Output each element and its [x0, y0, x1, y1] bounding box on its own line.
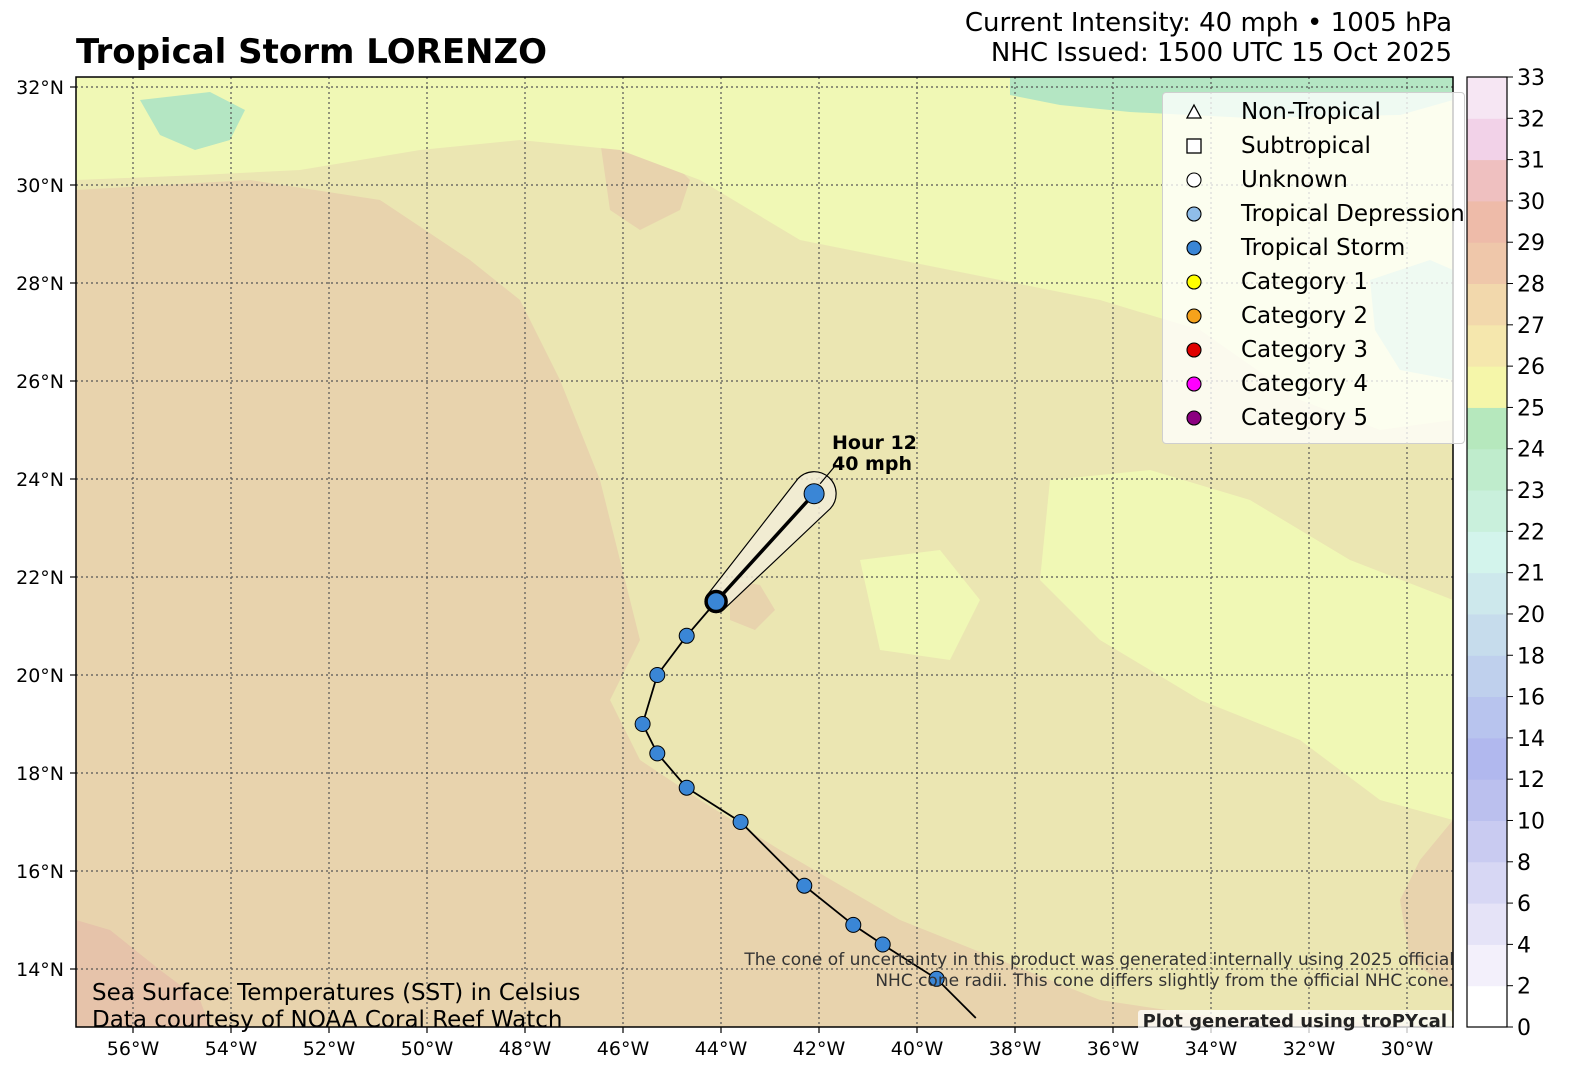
cone-note-line-1: The cone of uncertainty in this product …	[744, 950, 1454, 970]
lon-tick-label: 42°W	[793, 1038, 846, 1060]
circle-marker-icon	[1186, 206, 1202, 222]
track-point	[678, 779, 695, 796]
lat-tick-label: 30°N	[16, 175, 64, 197]
legend-label: Category 3	[1241, 337, 1369, 363]
circle-marker-icon	[1186, 376, 1202, 392]
forecast-track-line	[714, 492, 816, 603]
map-title: Tropical Storm LORENZO	[76, 32, 548, 72]
lat-tick-label: 28°N	[16, 273, 64, 295]
circle-marker-icon	[1186, 342, 1202, 358]
forecast-label-leader	[819, 464, 837, 485]
legend-item: Category 4	[1163, 369, 1463, 399]
track-point	[634, 716, 651, 732]
cone-note-line-2: NHC cone radii. This cone differs slight…	[875, 971, 1454, 991]
circle-marker-icon	[1186, 240, 1202, 256]
sst-note-line-2: Data courtesy of NOAA Coral Reef Watch	[92, 1007, 563, 1033]
legend-item: Category 1	[1163, 267, 1463, 297]
sst-warm-region	[76, 180, 1453, 1027]
track-point	[874, 936, 891, 953]
forecast-position-marker	[803, 483, 825, 505]
header-info: Current Intensity: 40 mph • 1005 hPa NHC…	[965, 8, 1452, 68]
sst-light-region	[860, 550, 980, 660]
legend-label: Unknown	[1241, 167, 1348, 193]
forecast-hour: Hour 12	[832, 432, 917, 454]
legend-item: Subtropical	[1163, 131, 1463, 161]
lon-tick-label: 40°W	[891, 1038, 944, 1060]
legend-item: Category 5	[1163, 403, 1463, 433]
legend-item: Non-Tropical	[1163, 97, 1463, 127]
lon-tick-label: 50°W	[401, 1038, 454, 1060]
lon-tick-label: 32°W	[1283, 1038, 1336, 1060]
lat-tick-label: 14°N	[16, 959, 64, 981]
track-point	[678, 627, 695, 644]
lat-tick-label: 24°N	[16, 469, 64, 491]
map-frame	[75, 76, 1454, 1028]
storm-track	[634, 483, 977, 1019]
circle-marker-icon	[1186, 172, 1202, 188]
legend-label: Subtropical	[1241, 133, 1371, 159]
lon-tick-label: 36°W	[1087, 1038, 1140, 1060]
circle-marker-icon	[1186, 308, 1202, 324]
current-position-marker	[704, 589, 728, 614]
lon-tick-label: 52°W	[303, 1038, 356, 1060]
past-track-line	[641, 600, 977, 1019]
credit-label: Plot generated using troPYcal	[1137, 1010, 1452, 1033]
legend-label: Tropical Storm	[1241, 235, 1406, 261]
legend-label: Tropical Depression	[1241, 201, 1465, 227]
legend-item: Unknown	[1163, 165, 1463, 195]
cone-note: The cone of uncertainty in this product …	[744, 950, 1454, 992]
lon-tick-label: 54°W	[205, 1038, 258, 1060]
legend-item: Category 2	[1163, 301, 1463, 331]
track-point	[845, 916, 862, 933]
lon-tick-label: 30°W	[1381, 1038, 1434, 1060]
track-point	[649, 667, 666, 683]
sst-note-line-1: Sea Surface Temperatures (SST) in Celsiu…	[92, 980, 581, 1006]
legend-item: Tropical Storm	[1163, 233, 1463, 263]
sst-cool-region	[140, 92, 245, 150]
legend-label: Category 4	[1241, 371, 1369, 397]
track-point	[796, 877, 813, 894]
lat-tick-label: 26°N	[16, 371, 64, 393]
forecast-wind: 40 mph	[832, 453, 912, 475]
track-point	[928, 970, 945, 987]
track-point	[649, 745, 666, 762]
intensity-legend: Non-Tropical Subtropical Unknown Tropical D…	[1162, 92, 1465, 444]
sst-light-region	[76, 77, 1453, 430]
graticule	[76, 77, 1453, 1027]
lon-tick-label: 56°W	[107, 1038, 160, 1060]
sst-warm-region	[1400, 820, 1453, 990]
legend-label: Non-Tropical	[1241, 99, 1381, 125]
legend-item: Tropical Depression	[1163, 199, 1465, 229]
latitude-ticks: 14°N 16°N 18°N 20°N 22°N 24°N 26°N 28°N 30°N 32°N	[16, 77, 76, 981]
current-intensity: Current Intensity: 40 mph • 1005 hPa	[964, 8, 1452, 38]
legend-label: Category 2	[1241, 303, 1369, 329]
lon-tick-label: 38°W	[989, 1038, 1042, 1060]
circle-marker-icon	[1186, 274, 1202, 290]
lat-tick-label: 18°N	[16, 763, 64, 785]
lat-tick-label: 16°N	[16, 861, 64, 883]
sst-light-region	[1040, 470, 1453, 820]
square-marker-icon	[1186, 138, 1202, 154]
lat-tick-label: 32°N	[16, 77, 64, 99]
lon-tick-label: 34°W	[1185, 1038, 1238, 1060]
sst-note: Sea Surface Temperatures (SST) in Celsiu…	[92, 980, 580, 1034]
lon-tick-label: 48°W	[499, 1038, 552, 1060]
legend-item: Category 3	[1163, 335, 1463, 365]
lat-tick-label: 20°N	[16, 665, 64, 687]
issued-time: NHC Issued: 1500 UTC 15 Oct 2025	[990, 38, 1452, 68]
legend-label: Category 5	[1241, 405, 1369, 431]
track-point	[732, 814, 749, 830]
lat-tick-label: 22°N	[16, 567, 64, 589]
longitude-ticks: 56°W 54°W 52°W 50°W 48°W 46°W 44°W 42°W 40°W 38°W…	[107, 1027, 1434, 1060]
lon-tick-label: 46°W	[597, 1038, 650, 1060]
legend-label: Category 1	[1241, 269, 1369, 295]
sst-hot-region	[76, 920, 210, 1027]
forecast-point-label: Hour 12 40 mph	[832, 433, 917, 475]
triangle-marker-icon	[1185, 103, 1203, 119]
lon-tick-label: 44°W	[695, 1038, 748, 1060]
circle-marker-icon	[1186, 410, 1202, 426]
